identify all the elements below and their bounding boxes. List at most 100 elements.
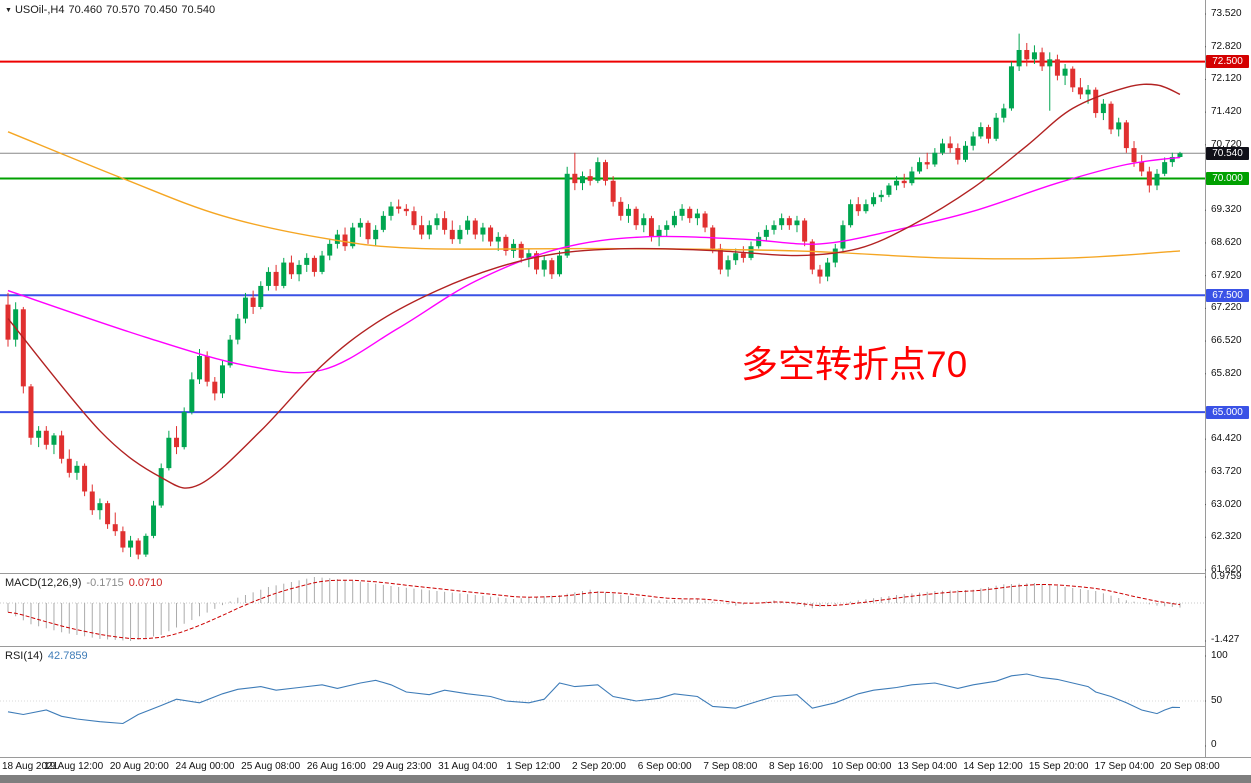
candle-body (894, 180, 900, 186)
price-tick-label: 61.620 (1211, 563, 1242, 575)
candle-body (227, 339, 233, 366)
candle-body (242, 297, 248, 319)
price-tick-label: 68.620 (1211, 236, 1242, 248)
candle-body (43, 430, 49, 445)
candle-body (51, 435, 57, 445)
candle-body (901, 180, 907, 184)
candle-body (541, 260, 547, 270)
candle-body (886, 185, 892, 195)
candle-body (1008, 66, 1014, 109)
candle-body (503, 236, 509, 251)
time-axis[interactable]: 18 Aug 2021 19 Aug 12:00 20 Aug 20:00 24 Au… (0, 758, 1251, 775)
rsi-name: RSI(14) (5, 650, 43, 662)
candle-body (580, 176, 585, 184)
candle-body (932, 152, 938, 165)
chart-annotation-text: 多空转折点70 (741, 344, 968, 385)
price-badge-65.000: 65.000 (1206, 405, 1249, 419)
candle-body (273, 271, 279, 286)
price-tick-label: 69.320 (1211, 204, 1242, 216)
candle-body (740, 253, 746, 258)
panel-frames (0, 0, 1251, 758)
macd-axis-max-label: 0.9759 (1211, 571, 1242, 582)
candle-body (495, 236, 501, 242)
candle-body (955, 148, 961, 160)
candle-body (671, 215, 677, 226)
price-tick-label: 63.720 (1211, 465, 1242, 477)
price-tick-label: 73.520 (1211, 8, 1242, 20)
time-tick-label: 29 Aug 23:00 (372, 761, 432, 772)
macd-main-value: -0.1715 (86, 577, 124, 589)
candle-body (1016, 49, 1022, 67)
candle-body (656, 229, 662, 237)
candle-body (1139, 162, 1145, 172)
candle-body (36, 430, 42, 438)
candle-body (587, 176, 593, 181)
candle-body (1077, 87, 1083, 95)
candle-body (1169, 156, 1175, 163)
candle-body (212, 381, 218, 394)
candle-body (610, 180, 616, 202)
time-tick-label: 10 Sep 00:00 (831, 761, 892, 772)
time-tick-label: 15 Sep 20:00 (1028, 761, 1089, 772)
candle-body (28, 386, 34, 438)
rsi-indicator-label: RSI(14) 42.7859 (5, 650, 88, 662)
candle-body (557, 255, 563, 275)
price-tick-label: 67.920 (1211, 269, 1242, 281)
candle-body (1116, 122, 1122, 130)
candle-body (488, 227, 494, 242)
candle-body (219, 365, 225, 394)
candle-body (112, 524, 118, 532)
price-tick-label: 67.220 (1211, 302, 1242, 314)
candle-body (181, 412, 187, 448)
candle-body (5, 304, 11, 340)
candle-body (763, 229, 769, 237)
candle-body (863, 204, 869, 212)
candle-body (1039, 52, 1045, 67)
candle-body (748, 246, 754, 258)
time-tick-label: 8 Sep 16:00 (769, 761, 823, 772)
candle-body (1070, 68, 1076, 88)
candle-body (457, 229, 463, 240)
candle-body (595, 162, 601, 181)
candle-body (702, 213, 708, 228)
candle-body (365, 222, 371, 240)
candle-body (947, 143, 953, 149)
candle-body (296, 264, 302, 275)
price-badge-70.000: 70.000 (1206, 171, 1249, 185)
candle-body (120, 531, 126, 548)
candle-body (442, 218, 448, 230)
candle-body (679, 208, 685, 216)
price-tick-label: 71.420 (1211, 106, 1242, 118)
candle-body (128, 540, 134, 548)
rsi-value: 42.7859 (47, 650, 88, 662)
candle-body (1054, 59, 1060, 76)
candle-body (66, 458, 72, 473)
time-tick-label: 31 Aug 04:00 (438, 761, 498, 772)
ohlc-open: 70.460 (68, 4, 103, 16)
rsi-axis-0-label: 0 (1211, 739, 1217, 750)
time-tick-label: 13 Sep 04:00 (897, 761, 958, 772)
candle-body (963, 145, 968, 160)
time-tick-label: 25 Aug 08:00 (241, 761, 301, 772)
candle-body (166, 437, 172, 469)
candle-body (1108, 103, 1114, 130)
candle-body (411, 211, 417, 226)
candle-body (1047, 59, 1053, 67)
candle-body (940, 143, 946, 153)
candle-body (1062, 68, 1068, 76)
price-axis[interactable]: 73.520 72.820 72.120 71.420 70.720 69.320 68.6… (1206, 0, 1251, 757)
candle-body (771, 225, 777, 230)
candle-body (825, 262, 831, 277)
time-tick-label: 18 Aug 2021 (2, 761, 59, 772)
ohlc-low: 70.450 (143, 4, 178, 16)
time-tick-label: 20 Aug 20:00 (109, 761, 169, 772)
candle-body (840, 225, 846, 249)
candle-body (89, 491, 95, 511)
candle-body (74, 465, 80, 473)
candle-body (1123, 122, 1129, 149)
candle-body (993, 117, 999, 139)
price-tick-label: 72.120 (1211, 73, 1242, 85)
candle-body (388, 206, 394, 216)
